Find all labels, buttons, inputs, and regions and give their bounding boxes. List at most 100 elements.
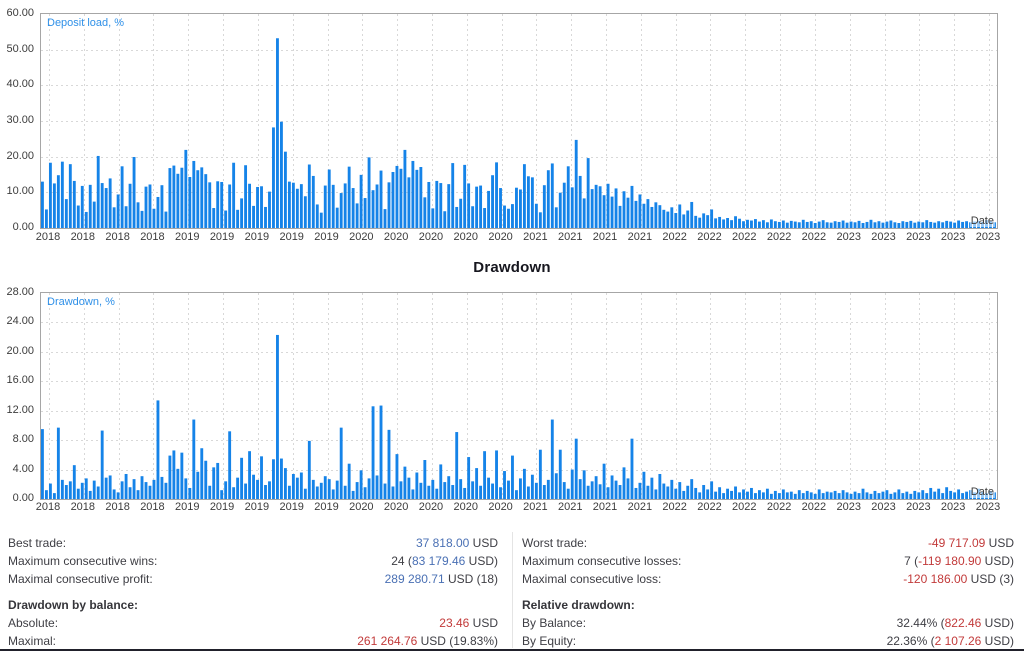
y-tick-label: 30.00	[6, 114, 34, 126]
x-tick-label: 2021	[592, 231, 618, 243]
x-tick-label: 2018	[105, 231, 130, 243]
stat-value: 23.46 USD	[439, 614, 498, 632]
stat-label: Maximal consecutive profit:	[8, 572, 153, 586]
stat-value: 24 (83 179.46 USD)	[391, 552, 498, 570]
x-tick-label: 2022	[801, 231, 827, 243]
x-tick-label: 2019	[209, 501, 235, 513]
stat-cell: By Balance: 32.44% (822.46 USD)	[512, 614, 1024, 632]
x-tick-label: 2020	[349, 501, 374, 513]
stat-cell: Worst trade: -49 717.09 USD	[512, 534, 1024, 552]
stat-value-part: 83 179.46	[411, 554, 466, 568]
y-tick-label: 4.00	[12, 462, 34, 475]
grid-lines	[41, 293, 997, 499]
x-tick-label: 2023	[975, 231, 1001, 243]
x-tick-label: 2021	[557, 231, 583, 243]
x-tick-label: 2022	[732, 501, 757, 513]
x-tick-label: 2023	[940, 501, 966, 513]
stat-value-part: USD)	[981, 616, 1014, 630]
date-axis-label: Date	[969, 486, 995, 498]
x-tick-label: 2022	[662, 501, 687, 513]
x-tick-label: 2019	[314, 501, 339, 513]
x-tick-label: 2019	[244, 231, 270, 243]
stat-label: Best trade:	[8, 536, 67, 550]
chart-canvas	[41, 14, 997, 228]
x-tick-label: 2018	[140, 231, 165, 243]
stat-value-part: 22.36% (	[886, 634, 935, 648]
y-tick-label: 28.00	[6, 286, 34, 298]
stat-value-part: 822.46	[944, 616, 982, 630]
x-tick-label: 2019	[314, 231, 339, 243]
stat-label: By Equity:	[522, 634, 577, 648]
x-tick-label: 2021	[523, 501, 548, 513]
x-tick-label: 2019	[175, 501, 200, 513]
deposit-load-chart: 60.00 50.00 40.00 30.00 20.00 10.00 0.00 Deposi…	[0, 0, 1024, 250]
stat-cell: Best trade: 37 818.00 USD	[0, 534, 512, 552]
x-tick-label: 2021	[627, 231, 653, 243]
x-tick-label: 2022	[732, 231, 757, 243]
stat-cell: Maximal: 261 264.76 USD (19.83%)	[0, 632, 512, 650]
x-tick-label: 2022	[801, 501, 827, 513]
y-tick-label: 0.00	[12, 492, 34, 504]
x-tick-label: 2023	[906, 501, 931, 513]
stat-row: Best trade: 37 818.00 USD Worst trade: -49 …	[0, 534, 1024, 552]
stat-value: 22.36% (2 107.26 USD)	[887, 632, 1014, 650]
stat-value: -120 186.00 USD (3)	[903, 570, 1014, 588]
data-bars	[41, 38, 996, 228]
x-tick-label: 2022	[697, 231, 722, 243]
y-tick-label: 12.00	[6, 403, 34, 416]
x-tick-label: 2022	[766, 501, 792, 513]
stats-section-header: Relative drawdown:	[522, 598, 635, 612]
x-tick-label: 2023	[871, 231, 896, 243]
stat-label: Maximum consecutive wins:	[8, 554, 158, 568]
x-tick-label: 2022	[697, 501, 722, 513]
x-tick-label: 2023	[836, 231, 861, 243]
stat-label: Maximal:	[8, 634, 57, 648]
y-tick-label: 0.00	[12, 221, 34, 233]
x-tick-label: 2020	[418, 501, 444, 513]
y-tick-label: 8.00	[12, 433, 34, 446]
report-bottom-border	[0, 649, 1024, 651]
deposit-load-plot-area: Deposit load, % Date	[40, 13, 998, 229]
stat-value-part: 32.44% (	[896, 616, 945, 630]
statistics-rows: Best trade: 37 818.00 USD Worst trade: -49 …	[0, 534, 1024, 650]
x-tick-label: 2023	[906, 231, 931, 243]
stat-label: Maximum consecutive losses:	[522, 554, 682, 568]
x-tick-label: 2023	[836, 501, 861, 513]
x-tick-label: 2022	[662, 231, 687, 243]
stat-cell: Maximal consecutive profit: 289 280.71 US…	[0, 570, 512, 588]
stat-value: 261 264.76 USD (19.83%)	[357, 632, 498, 650]
stat-value-part: USD	[985, 536, 1014, 550]
stat-value-part: 289 280.71	[384, 572, 445, 586]
stat-cell: Absolute: 23.46 USD	[0, 614, 512, 632]
stat-row: Maximal: 261 264.76 USD (19.83%) By Equity…	[0, 632, 1024, 650]
drawdown-chart: 28.00 24.00 20.00 16.00 12.00 8.00 4.00 0.00 Dra…	[0, 279, 1024, 519]
stat-value: 32.44% (822.46 USD)	[897, 614, 1014, 632]
date-axis-label: Date	[969, 215, 995, 227]
stat-value: 289 280.71 USD (18)	[385, 570, 498, 588]
drawdown-plot-area: Drawdown, % Date	[40, 292, 998, 500]
stat-row: Maximum consecutive wins: 24 (83 179.46 U…	[0, 552, 1024, 570]
x-tick-label: 2023	[940, 231, 966, 243]
x-tick-label: 2018	[105, 501, 130, 513]
y-tick-label: 40.00	[6, 78, 34, 91]
stat-value-part: -120 186.00	[903, 572, 968, 586]
x-tick-label: 2018	[70, 501, 96, 513]
stat-label: By Balance:	[522, 616, 587, 630]
stat-value-part: 37 818.00	[415, 536, 470, 550]
x-tick-label: 2020	[383, 231, 409, 243]
x-tick-label: 2019	[209, 231, 235, 243]
grid-lines	[41, 14, 997, 228]
statistics-table: Best trade: 37 818.00 USD Worst trade: -49 …	[0, 530, 1024, 650]
stat-label: Worst trade:	[522, 536, 588, 550]
stat-value-part: USD)	[981, 634, 1014, 648]
x-tick-label: 2018	[35, 501, 61, 513]
x-tick-label: 2020	[453, 231, 478, 243]
stat-value-part: -49 717.09	[927, 536, 986, 550]
x-tick-label: 2021	[557, 501, 583, 513]
x-tick-label: 2019	[279, 231, 304, 243]
x-tick-label: 2021	[523, 231, 548, 243]
stat-row: Absolute: 23.46 USD By Balance: 32.44% (822…	[0, 614, 1024, 632]
x-tick-label: 2020	[383, 501, 409, 513]
x-tick-label: 2021	[592, 501, 618, 513]
stat-label: Maximal consecutive loss:	[522, 572, 662, 586]
